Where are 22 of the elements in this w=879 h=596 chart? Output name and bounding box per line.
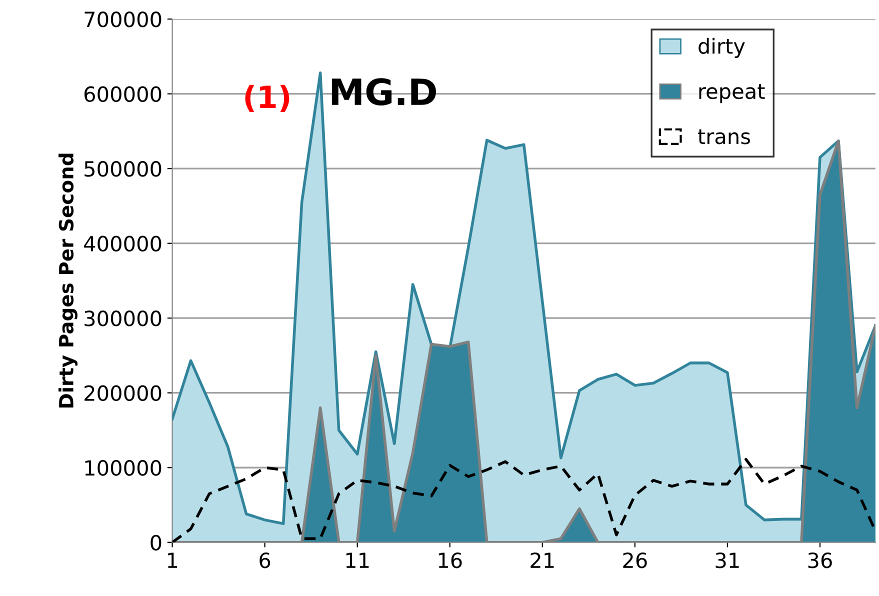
y-axis-title: Dirty Pages Per Second [58, 154, 78, 408]
y-tick-label: 500000 [84, 161, 162, 177]
y-tick-label: 700000 [84, 12, 162, 28]
x-tick-label: 1 [168, 552, 177, 568]
y-tick-label: 200000 [84, 385, 162, 402]
x-tick-label: 11 [346, 552, 369, 568]
x-tick-label: 31 [716, 552, 739, 568]
annotation: (1) [245, 84, 290, 112]
x-tick-label: 6 [260, 552, 270, 568]
y-tick-label: 300000 [84, 310, 162, 326]
legend-label: dirty [698, 38, 745, 58]
x-tick-label: 16 [438, 552, 462, 568]
y-tick-label: 0 [150, 534, 162, 551]
x-tick-label: 36 [808, 552, 832, 568]
y-tick-label: 100000 [85, 460, 162, 476]
legend-label: repeat [699, 84, 765, 104]
y-tick-label: 600000 [84, 86, 162, 102]
y-tick-label: 400000 [84, 236, 162, 252]
x-tick-label: 26 [623, 552, 647, 568]
text: MG.D [332, 78, 436, 106]
x-tick-label: 21 [530, 552, 554, 568]
legend-label: trans [698, 129, 750, 144]
